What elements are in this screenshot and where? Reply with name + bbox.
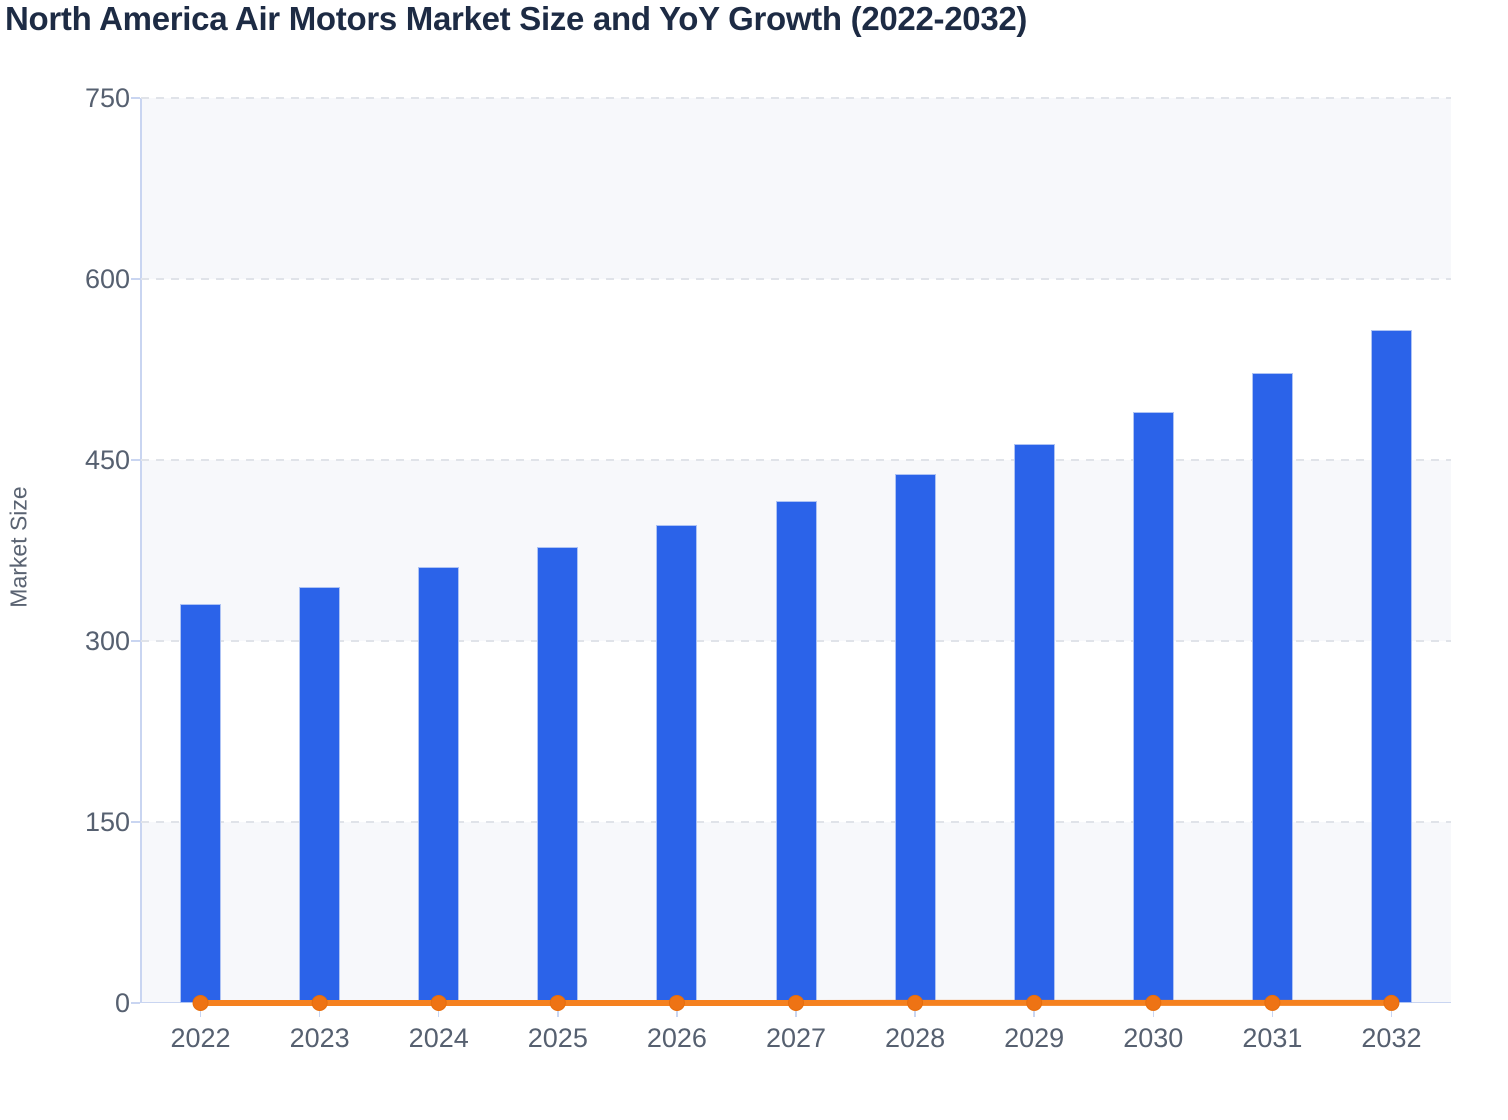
yoy-marker-2026[interactable] (668, 994, 685, 1011)
bar-2022[interactable] (180, 603, 222, 1003)
bar-2027[interactable] (775, 501, 817, 1003)
bar-2030[interactable] (1132, 411, 1174, 1003)
y-axis-line (140, 98, 142, 1003)
bar-2028[interactable] (894, 474, 936, 1003)
yoy-growth-line-layer (192, 994, 1400, 1011)
yoy-marker-2030[interactable] (1145, 994, 1162, 1011)
y-tick-label-600: 600 (84, 264, 130, 294)
x-tick-label-2026: 2026 (646, 1023, 707, 1053)
bar-2025[interactable] (537, 546, 579, 1003)
x-tick-label-2028: 2028 (885, 1023, 946, 1053)
yoy-marker-2028[interactable] (907, 994, 924, 1011)
x-tick-label-2032: 2032 (1361, 1023, 1422, 1053)
x-tick-label-2030: 2030 (1123, 1023, 1184, 1053)
y-tick-mark-450 (131, 459, 140, 461)
x-tick-label-2023: 2023 (289, 1023, 350, 1053)
yoy-marker-2024[interactable] (430, 994, 447, 1011)
x-tick-label-2024: 2024 (408, 1023, 469, 1053)
bar-2023[interactable] (299, 586, 341, 1003)
y-tick-label-0: 0 (114, 988, 130, 1018)
yoy-marker-2022[interactable] (192, 994, 209, 1011)
yoy-marker-2032[interactable] (1383, 994, 1400, 1011)
gridline-600 (141, 278, 1451, 280)
y-tick-mark-0 (131, 1002, 140, 1004)
chart-title: North America Air Motors Market Size and… (5, 0, 1028, 37)
yoy-marker-2031[interactable] (1264, 994, 1281, 1011)
x-tick-label-2022: 2022 (170, 1023, 231, 1053)
yoy-marker-2023[interactable] (311, 994, 328, 1011)
x-tick-label-2027: 2027 (765, 1023, 827, 1053)
y-tick-label-150: 150 (84, 807, 130, 837)
x-tick-label-2031: 2031 (1242, 1023, 1303, 1053)
bar-2029[interactable] (1013, 444, 1055, 1003)
bar-2024[interactable] (418, 567, 460, 1003)
gridline-450 (141, 459, 1451, 461)
x-tick-label-2029: 2029 (1004, 1023, 1065, 1053)
bar-2031[interactable] (1251, 373, 1293, 1003)
bar-2026[interactable] (656, 525, 698, 1003)
plot-band-600-750 (141, 98, 1451, 279)
x-tick-label-2025: 2025 (527, 1023, 588, 1053)
y-tick-label-300: 300 (84, 626, 130, 656)
bar-2032[interactable] (1370, 329, 1412, 1003)
yoy-marker-2025[interactable] (549, 994, 566, 1011)
y-axis-title: Market Size (5, 486, 32, 608)
gridline-750 (141, 97, 1451, 99)
y-tick-mark-150 (131, 821, 140, 823)
y-tick-mark-750 (131, 97, 140, 99)
y-tick-mark-600 (131, 278, 140, 280)
plot-area (140, 97, 1451, 1011)
yoy-marker-2029[interactable] (1026, 994, 1043, 1011)
y-tick-label-750: 750 (84, 83, 130, 113)
y-tick-mark-300 (131, 640, 140, 642)
y-tick-label-450: 450 (84, 445, 130, 475)
yoy-marker-2027[interactable] (788, 994, 804, 1011)
